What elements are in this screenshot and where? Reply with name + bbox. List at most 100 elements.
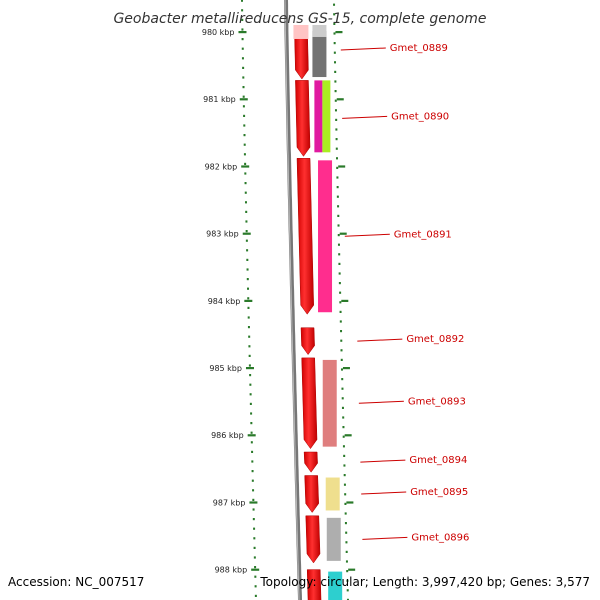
gene-label: Gmet_0895 [410, 487, 468, 498]
ruler-dot [243, 124, 246, 127]
ruler-dot [244, 191, 247, 194]
gene-label: Gmet_0893 [408, 396, 466, 407]
ruler-dot [252, 489, 255, 492]
feature-block [314, 80, 323, 153]
feature-block [322, 80, 331, 153]
ruler-dot [251, 460, 254, 463]
ruler-dot [254, 594, 257, 597]
ruler-dot [254, 566, 257, 569]
gene-label-line [361, 491, 407, 495]
ruler-dot [250, 441, 253, 444]
feature-scale-tick [335, 31, 343, 34]
feature-scale-dot [344, 512, 347, 515]
tick-mark [245, 367, 254, 370]
gene-arrow [300, 327, 315, 356]
tick-label: 988 kbp [215, 566, 248, 575]
gene-label-line [357, 338, 403, 342]
feature-scale-tick [339, 232, 347, 235]
gene-label-line [362, 536, 408, 540]
ruler-dot [248, 335, 251, 338]
feature-scale-tick [348, 568, 356, 571]
feature-scale-dot [335, 118, 338, 121]
ruler-dot [242, 95, 245, 98]
gene-arrow [304, 475, 319, 513]
gene-arrow [296, 158, 314, 315]
ruler-dot [250, 412, 253, 415]
feature-scale-dot [346, 598, 349, 600]
gene-label-line [360, 459, 406, 463]
ruler-dot [249, 402, 252, 405]
ruler-dot [245, 239, 248, 242]
ruler-dot [243, 114, 246, 117]
feature-scale-dot [338, 262, 341, 265]
feature-block [312, 30, 327, 78]
ruler-dot [243, 134, 246, 137]
ruler-dot [253, 527, 256, 530]
feature-scale-dot [345, 541, 348, 544]
ruler-dot [250, 431, 253, 434]
ruler-dot [241, 0, 243, 2]
gene-track [293, 24, 322, 600]
feature-scale-dot [339, 310, 342, 313]
ruler-dot [251, 470, 254, 473]
feature-scale-dot [336, 166, 339, 169]
feature-scale-dot [343, 464, 346, 467]
feature-scale-dot [336, 195, 339, 198]
gene-label-line [358, 400, 404, 404]
gene-label: Gmet_0894 [409, 455, 467, 466]
tick-mark [241, 165, 250, 168]
accession-text: Accession: NC_007517 [8, 575, 144, 589]
feature-scale-dot [342, 426, 345, 429]
ruler-dot [245, 220, 248, 223]
feature-scale-dot [342, 435, 345, 438]
ruler-dot [247, 316, 250, 319]
tick-mark [242, 232, 251, 235]
feature-scale-tick [338, 165, 346, 168]
ruler-dot [244, 201, 247, 204]
tick-label: 983 kbp [206, 230, 239, 239]
feature-scale-dot [346, 570, 349, 573]
feature-scale-dot [339, 320, 342, 323]
feature-scale-dot [336, 186, 339, 189]
gene-label-line [344, 233, 390, 237]
ruler-dot [248, 345, 251, 348]
ruler-dot [252, 498, 255, 501]
feature-scale-dot [345, 550, 348, 553]
feature-scale-dot [337, 224, 340, 227]
tick-mark [244, 299, 253, 302]
ruler-dot [253, 556, 256, 559]
gene-highlight [293, 24, 309, 39]
feature-scale-dot [339, 301, 342, 304]
feature-scale-dot [333, 22, 336, 25]
feature-scale-dot [344, 522, 347, 525]
feature-scale-dot [338, 253, 341, 256]
feature-scale-dot [345, 531, 348, 534]
gene-label: Gmet_0892 [406, 334, 464, 345]
feature-scale-dot [343, 474, 346, 477]
feature-scale-dot [336, 176, 339, 179]
ruler-dot [246, 249, 249, 252]
tick-mark [249, 501, 258, 504]
tick-mark [251, 568, 260, 571]
feature-scale-dot [335, 147, 338, 150]
tick-label: 981 kbp [203, 95, 236, 104]
feature-scale-dot [338, 272, 341, 275]
feature-scale-dot [334, 80, 337, 83]
feature-scale-tick [336, 98, 344, 101]
feature-scale-dot [343, 454, 346, 457]
feature-scale-dot [334, 90, 337, 93]
feature-scale-dot [340, 358, 343, 361]
gene-arrow [295, 80, 311, 157]
feature-scale-dot [344, 493, 347, 496]
feature-scale-dot [344, 502, 347, 505]
gene-label: Gmet_0890 [391, 111, 449, 122]
tick-mark [238, 31, 247, 34]
gene-label-line [340, 47, 386, 51]
feature-scale-dot [341, 406, 344, 409]
feature-scale-tick [346, 501, 354, 504]
ruler-dot [244, 162, 247, 165]
feature-block [326, 517, 341, 561]
ruler-dot [247, 297, 250, 300]
gene-labels: Gmet_0889 Gmet_0890 Gmet_0891 Gmet_0892 Gmet… [340, 43, 469, 543]
